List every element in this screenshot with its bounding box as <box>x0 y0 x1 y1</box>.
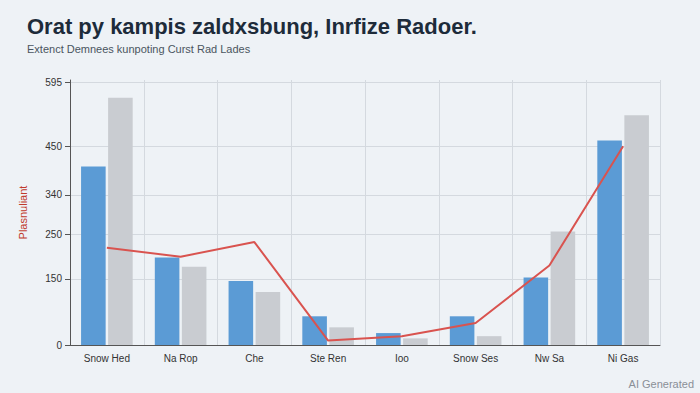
svg-text:Ioo: Ioo <box>395 353 409 364</box>
svg-text:Extenct Demnees kunpoting Curs: Extenct Demnees kunpoting Curst Rad Lade… <box>27 43 251 55</box>
svg-text:Che: Che <box>245 353 264 364</box>
svg-text:Plasnuliant: Plasnuliant <box>17 186 29 240</box>
svg-text:Ni Gas: Ni Gas <box>608 353 639 364</box>
svg-text:150: 150 <box>45 273 62 284</box>
svg-text:450: 450 <box>45 141 62 152</box>
svg-text:340: 340 <box>45 189 62 200</box>
svg-text:0: 0 <box>56 340 62 351</box>
svg-text:Nw Sa: Nw Sa <box>535 353 565 364</box>
svg-text:595: 595 <box>45 77 62 88</box>
svg-text:AI Generated: AI Generated <box>629 378 694 390</box>
svg-text:Orat py kampis zaldxsbung, Inr: Orat py kampis zaldxsbung, Inrfize Radoe… <box>27 14 477 39</box>
svg-text:Snow Hed: Snow Hed <box>84 353 130 364</box>
svg-text:250: 250 <box>45 229 62 240</box>
svg-text:Ste Ren: Ste Ren <box>310 353 346 364</box>
svg-text:Snow Ses: Snow Ses <box>453 353 498 364</box>
svg-text:Na Rop: Na Rop <box>164 353 198 364</box>
